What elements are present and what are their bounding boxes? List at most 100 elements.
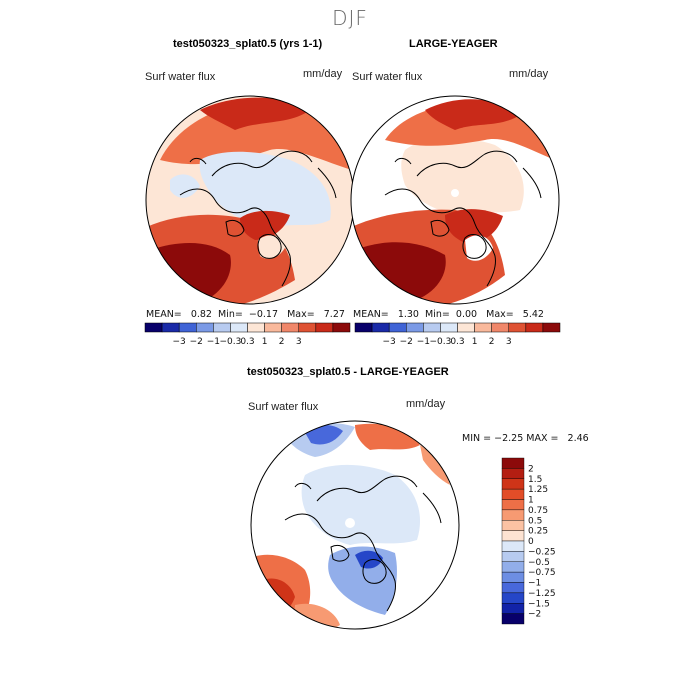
colorbar-swatch: [440, 322, 458, 333]
region-nordic-dry: [328, 546, 397, 615]
panel-title-obs: LARGE-YEAGER: [409, 38, 498, 50]
colorbar-swatch: [354, 322, 373, 333]
season-title: DJF: [332, 6, 368, 30]
colorbar-swatch: [525, 322, 544, 333]
variable-label-model: Surf water flux: [145, 71, 216, 83]
land-canada-archipelago: [170, 174, 200, 198]
polar-map-diff: [250, 420, 460, 630]
polar-map-obs: [350, 95, 560, 305]
colorbar-swatch: [501, 520, 525, 531]
colorbar-tick-label: 1.5: [528, 475, 542, 485]
colorbar-swatch: [501, 603, 525, 614]
stats-obs: MEAN= 1.30 Min= 0.00 Max= 5.42: [353, 309, 544, 320]
region-arctic-low: [401, 138, 524, 215]
colorbar-swatch: [247, 322, 265, 333]
colorbar-tick-label: −3: [173, 337, 186, 347]
colorbar-swatch: [491, 322, 510, 333]
colorbar-swatch: [178, 322, 197, 333]
colorbar-tick-label: −0.3: [429, 337, 451, 347]
colorbar-swatch: [501, 613, 525, 625]
colorbar-tick-label: 0.3: [240, 337, 254, 347]
colorbar-tick-label: 3: [296, 337, 302, 347]
variable-label-obs: Surf water flux: [352, 71, 423, 83]
colorbar-tick-label: −0.3: [219, 337, 241, 347]
region-arctic-neutral: [301, 464, 421, 545]
stats-diff: MIN = −2.25 MAX = 2.46: [462, 433, 589, 444]
colorbar-tick-label: −1: [417, 337, 430, 347]
colorbar-swatch: [161, 322, 180, 333]
colorbar-tick-label: −1: [528, 579, 541, 589]
units-label-model: mm/day: [303, 68, 343, 80]
region-pacific-storm: [425, 99, 520, 130]
colorbar-tick-label: 3: [506, 337, 512, 347]
colorbar-tick-label: −1: [207, 337, 220, 347]
coastlines: [384, 150, 542, 287]
colorbar-swatch: [332, 322, 351, 333]
colorbar-swatch: [196, 322, 214, 333]
colorbar-swatch: [144, 322, 163, 333]
colorbar-swatch: [501, 530, 525, 542]
colorbar-swatch: [501, 561, 525, 573]
colorbar-swatch: [501, 478, 525, 490]
region-pacific-rain: [160, 101, 352, 170]
colorbar-swatch: [298, 322, 317, 333]
variable-label-diff: Surf water flux: [248, 401, 319, 413]
coastlines: [179, 150, 337, 287]
map-border: [250, 420, 460, 630]
polar-map-model: [145, 95, 355, 305]
colorbar-tick-label: 0: [528, 537, 534, 547]
pole-hole: [345, 518, 355, 528]
colorbar-swatch: [501, 468, 525, 479]
colorbar-tick-label: −2: [400, 337, 413, 347]
colorbar-tick-label: −3: [383, 337, 396, 347]
panel-title-model: test050323_splat0.5 (yrs 1-1): [173, 38, 323, 50]
colorbar-tick-label: 0.25: [528, 527, 548, 537]
colorbar-tick-label: −0.25: [528, 547, 556, 557]
colorbar-swatch: [501, 592, 525, 604]
colorbar-model: −3 −2 −1 −0.30.3 1 2 3: [144, 322, 351, 347]
colorbar-swatch: [508, 322, 527, 333]
colorbar-swatch: [315, 322, 334, 333]
colorbar-tick-label: 0.3: [450, 337, 464, 347]
colorbar-swatch: [388, 322, 407, 333]
colorbar-swatch: [371, 322, 390, 333]
colorbar-tick-label: −0.75: [528, 568, 556, 578]
colorbar-swatch: [474, 322, 492, 333]
colorbar-tick-label: −0.5: [528, 558, 550, 568]
region-pacific-storm: [200, 97, 310, 130]
colorbar-swatch: [501, 571, 525, 583]
colorbar-tick-label: 2: [528, 464, 534, 474]
colorbar-tick-label: 1.25: [528, 485, 548, 495]
colorbar-swatch: [501, 457, 525, 469]
colorbar-tick-label: 0.5: [528, 516, 542, 526]
colorbar-tick-label: −1.25: [528, 589, 556, 599]
colorbar-swatch: [501, 488, 525, 500]
colorbar-tick-label: −2: [528, 610, 541, 620]
units-label-diff: mm/day: [406, 398, 446, 410]
colorbar-swatch: [501, 551, 525, 562]
region-nordic-seas: [240, 210, 290, 240]
coastlines: [284, 475, 442, 612]
colorbar-swatch: [281, 322, 300, 333]
colorbar-tick-label: −1.5: [528, 599, 550, 609]
colorbar-tick-label: 1: [262, 337, 268, 347]
colorbar-tick-label: 2: [279, 337, 285, 347]
units-label-obs: mm/day: [509, 68, 549, 80]
pole-hole: [451, 189, 459, 197]
region-bering-wet: [420, 445, 450, 485]
region-arctic-low: [199, 151, 331, 230]
land-scandinavia: [465, 235, 493, 261]
colorbar-swatch: [501, 540, 525, 552]
colorbar-swatch: [457, 322, 475, 333]
map-border: [350, 95, 560, 305]
colorbar-tick-label: 1: [528, 496, 534, 506]
colorbar-tick-label: 0.75: [528, 506, 548, 516]
colorbar-diff: 21.51.2510.750.50.250−0.25−0.5−0.75−1−1.…: [501, 457, 556, 625]
colorbar-tick-label: −2: [190, 337, 203, 347]
region-pacific-wet: [355, 423, 420, 450]
colorbar-tick-label: 1: [472, 337, 478, 347]
region-nordic-seas: [445, 209, 503, 243]
colorbar-swatch: [423, 322, 441, 333]
colorbar-obs: −3 −2 −1 −0.30.3 1 2 3: [354, 322, 561, 347]
colorbar-swatch: [542, 322, 561, 333]
